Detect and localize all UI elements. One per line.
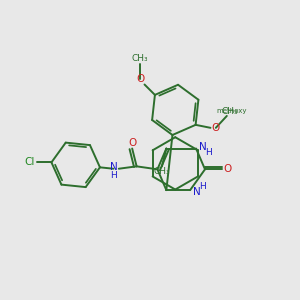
Text: CH₃: CH₃ (221, 107, 238, 116)
Text: O: O (136, 74, 144, 84)
Text: CH₃: CH₃ (132, 54, 148, 63)
Text: H: H (110, 171, 117, 180)
Text: O: O (128, 138, 136, 148)
Text: methoxy: methoxy (216, 108, 247, 114)
Text: H: H (199, 182, 206, 191)
Text: CH₃: CH₃ (154, 167, 170, 176)
Text: N: N (199, 142, 206, 152)
Text: N: N (110, 162, 117, 172)
Text: O: O (224, 164, 232, 174)
Text: O: O (212, 123, 220, 133)
Text: H: H (205, 148, 212, 157)
Text: Cl: Cl (24, 158, 34, 167)
Text: N: N (193, 187, 200, 196)
